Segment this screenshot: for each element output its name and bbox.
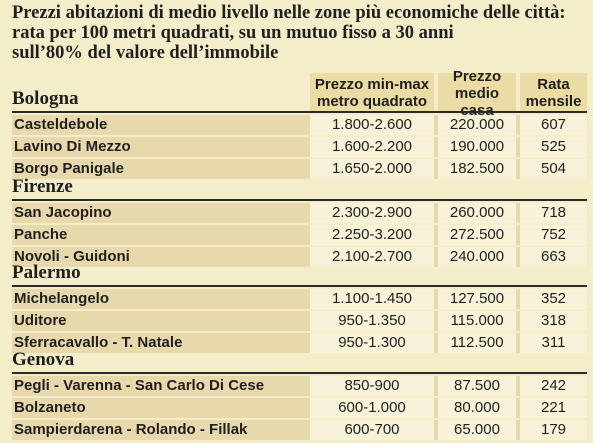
avg-price-cell: 240.000 xyxy=(438,247,516,267)
installment-cell: 504 xyxy=(520,159,587,179)
header-installment-line-2: mensile xyxy=(525,93,582,110)
installment-cell: 318 xyxy=(520,311,587,331)
avg-price-cell: 127.500 xyxy=(438,289,516,309)
header-avg-price-line-1: Prezzo xyxy=(452,67,502,85)
header-avg-price: Prezzo medio casa xyxy=(438,68,516,119)
header-price-range-line-2: metro quadrato xyxy=(316,93,427,110)
table-row: Pegli - Varenna - San Carlo Di Cese 850-9… xyxy=(12,376,587,396)
title-line-1: Prezzi abitazioni di medio livello nelle… xyxy=(12,3,566,23)
installment-cell: 663 xyxy=(520,247,587,267)
avg-price-cell: 80.000 xyxy=(438,398,516,418)
installment-cell: 525 xyxy=(520,137,587,157)
zone-cell: Uditore xyxy=(14,312,67,329)
zone-cell: Sferracavallo - T. Natale xyxy=(14,334,183,351)
header-installment: Rata mensile xyxy=(520,73,587,113)
installment-cell: 752 xyxy=(520,225,587,245)
city-heading: Palermo xyxy=(12,262,81,283)
installment-cell: 718 xyxy=(520,203,587,223)
avg-price-cell: 190.000 xyxy=(438,137,516,157)
price-range-cell: 600-700 xyxy=(310,420,434,440)
price-range-cell: 2.100-2.700 xyxy=(310,247,434,267)
table-row: Uditore 950-1.350 115.000 318 xyxy=(12,311,587,331)
table-row: Novoli - Guidoni 2.100-2.700 240.000 663 xyxy=(12,247,587,267)
price-range-cell: 1.800-2.600 xyxy=(310,115,434,135)
table-row: San Jacopino 2.300-2.900 260.000 718 xyxy=(12,203,587,223)
avg-price-cell: 87.500 xyxy=(438,376,516,396)
city-heading: Genova xyxy=(12,349,75,370)
title-line-2: rata per 100 metri quadrati, su un mutuo… xyxy=(12,23,454,43)
avg-price-cell: 115.000 xyxy=(438,311,516,331)
city-heading: Firenze xyxy=(12,176,73,197)
table-row: Panche 2.250-3.200 272.500 752 xyxy=(12,225,587,245)
installment-cell: 607 xyxy=(520,115,587,135)
zone-cell: Panche xyxy=(14,226,68,243)
zone-cell: Novoli - Guidoni xyxy=(14,248,130,265)
avg-price-cell: 65.000 xyxy=(438,420,516,440)
installment-cell: 221 xyxy=(520,398,587,418)
table-row: Borgo Panigale 1.650-2.000 182.500 504 xyxy=(12,159,587,179)
header-price-range: Prezzo min-max metro quadrato xyxy=(310,73,434,113)
table-row: Bolzaneto 600-1.000 80.000 221 xyxy=(12,398,587,418)
price-range-cell: 2.300-2.900 xyxy=(310,203,434,223)
table-row: Sferracavallo - T. Natale 950-1.300 112.50… xyxy=(12,333,587,353)
section-rule xyxy=(12,111,587,113)
section-rule xyxy=(12,199,587,201)
header-avg-price-line-2: medio casa xyxy=(454,84,500,119)
section-rule xyxy=(12,285,587,287)
installment-cell: 352 xyxy=(520,289,587,309)
price-range-cell: 1.100-1.450 xyxy=(310,289,434,309)
zone-cell: Bolzaneto xyxy=(14,399,86,416)
zone-cell: Sampierdarena - Rolando - Fillak xyxy=(14,421,248,438)
avg-price-cell: 112.500 xyxy=(438,333,516,353)
price-range-cell: 2.250-3.200 xyxy=(310,225,434,245)
title: Prezzi abitazioni di medio livello nelle… xyxy=(12,3,587,63)
zone-cell: Michelangelo xyxy=(14,290,110,307)
avg-price-cell: 260.000 xyxy=(438,203,516,223)
installment-cell: 242 xyxy=(520,376,587,396)
avg-price-cell: 272.500 xyxy=(438,225,516,245)
table-row: Lavino Di Mezzo 1.600-2.200 190.000 525 xyxy=(12,137,587,157)
zone-cell: San Jacopino xyxy=(14,204,112,221)
price-range-cell: 950-1.350 xyxy=(310,311,434,331)
zone-cell: Borgo Panigale xyxy=(14,160,125,177)
title-line-3: sull’80% del valore dell’immobile xyxy=(12,43,279,63)
price-range-cell: 600-1.000 xyxy=(310,398,434,418)
section-rule xyxy=(12,372,587,374)
price-range-cell: 850-900 xyxy=(310,376,434,396)
table-row: Casteldebole 1.800-2.600 220.000 607 xyxy=(12,115,587,135)
zone-cell: Casteldebole xyxy=(14,116,108,133)
header-price-range-line-1: Prezzo min-max xyxy=(314,76,430,93)
installment-cell: 311 xyxy=(520,333,587,353)
installment-cell: 179 xyxy=(520,420,587,440)
price-range-cell: 1.650-2.000 xyxy=(310,159,434,179)
avg-price-cell: 220.000 xyxy=(438,115,516,135)
price-range-cell: 1.600-2.200 xyxy=(310,137,434,157)
table-row: Michelangelo 1.100-1.450 127.500 352 xyxy=(12,289,587,309)
avg-price-cell: 182.500 xyxy=(438,159,516,179)
header-installment-line-1: Rata xyxy=(537,76,570,93)
city-heading: Bologna xyxy=(12,88,79,109)
zone-cell: Lavino Di Mezzo xyxy=(14,138,131,155)
price-range-cell: 950-1.300 xyxy=(310,333,434,353)
table-row: Sampierdarena - Rolando - Fillak 600-700 6… xyxy=(12,420,587,440)
zone-cell: Pegli - Varenna - San Carlo Di Cese xyxy=(14,377,265,394)
